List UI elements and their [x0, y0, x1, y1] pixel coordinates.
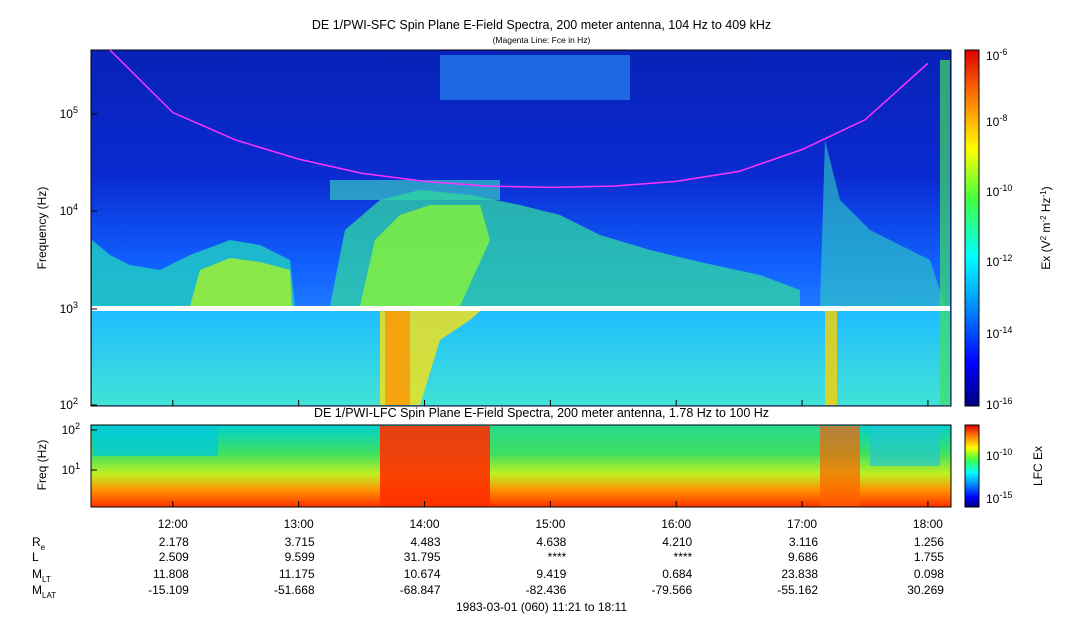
lfc-cbar-tick-label: 10-15 — [986, 490, 1012, 506]
sfc-y-axis: 102 103 104 105 Frequency (Hz) — [35, 105, 97, 412]
sfc-ytick-label: 102 — [60, 396, 78, 412]
lfc-colorbar: 10-10 10-15 LFC Ex — [964, 424, 1045, 508]
ephem-label-l: L — [32, 550, 39, 564]
lfc-chart-title: DE 1/PWI-LFC Spin Plane E-Field Spectra,… — [313, 406, 770, 420]
ephemeris-value: -82.436 — [526, 583, 567, 597]
ephemeris-value: 4.210 — [662, 535, 692, 549]
cbar-tick-label: 10-10 — [986, 183, 1012, 199]
ephemeris-value: 2.178 — [159, 535, 189, 549]
ephemeris-value: 9.686 — [788, 550, 818, 564]
sfc-chart-title: DE 1/PWI-SFC Spin Plane E-Field Spectra,… — [311, 18, 772, 32]
ephemeris-value: 0.684 — [662, 567, 692, 581]
x-tick-label: 14:00 — [409, 517, 439, 531]
ephemeris-value: -51.668 — [274, 583, 315, 597]
sfc-colorbar: 10-6 10-8 10-10 10-12 10-14 10-16 Ex (V2… — [964, 47, 1053, 412]
ephemeris-value: 9.599 — [285, 550, 315, 564]
cbar-tick-label: 10-14 — [986, 325, 1012, 341]
ephemeris-value: 2.509 — [159, 550, 189, 564]
ephemeris-value: 3.116 — [789, 535, 818, 549]
ephem-label-mlt: MLT — [32, 567, 51, 584]
cbar-label: Ex (V2 m-2 Hz-1) — [1039, 186, 1053, 269]
ephemeris-value: -79.566 — [652, 583, 693, 597]
ephemeris-table: 2.178 3.715 4.483 4.638 4.210 3.116 1.256 2.509… — [148, 535, 944, 597]
ephemeris-value: -15.109 — [148, 583, 189, 597]
ephemeris-value: 4.483 — [410, 535, 440, 549]
ephemeris-value: 11.808 — [153, 567, 189, 581]
ephemeris-value: 23.838 — [781, 567, 818, 581]
sfc-chart-subtitle: (Magenta Line: Fce in Hz) — [492, 35, 591, 45]
cbar-tick-label: 10-8 — [986, 113, 1007, 129]
cbar-tick-label: 10-16 — [986, 396, 1012, 412]
x-tick-label: 18:00 — [913, 517, 943, 531]
ephemeris-value: 0.098 — [914, 567, 944, 581]
sfc-data-gap — [92, 306, 950, 311]
lfc-y-axis: 101 102 Freq (Hz) — [35, 421, 97, 490]
sfc-ytick-label: 105 — [60, 105, 78, 121]
sfc-spectrogram — [90, 49, 952, 407]
x-tick-label: 15:00 — [535, 517, 565, 531]
x-tick-label: 13:00 — [284, 517, 314, 531]
lfc-ytick-label: 102 — [62, 421, 80, 437]
ephemeris-value: 30.269 — [907, 583, 944, 597]
lfc-ytick-label: 101 — [62, 461, 80, 477]
x-tick-label: 12:00 — [158, 517, 188, 531]
ephem-label-mlat: MLAT — [32, 583, 56, 600]
lfc-cbar-tick-label: 10-10 — [986, 447, 1012, 463]
time-range-footer: 1983-03-01 (060) 11:21 to 18:11 — [455, 600, 628, 614]
lfc-spectrogram — [90, 424, 952, 508]
ephemeris-value: 4.638 — [536, 535, 566, 549]
ephemeris-value: 9.419 — [536, 567, 566, 581]
ephemeris-value: 31.795 — [404, 550, 441, 564]
sfc-ytick-label: 103 — [60, 300, 78, 316]
sfc-ytick-label: 104 — [60, 202, 78, 218]
cbar-tick-label: 10-12 — [986, 253, 1012, 269]
x-tick-label: 16:00 — [661, 517, 691, 531]
x-tick-label: 17:00 — [787, 517, 817, 531]
ephemeris-value: **** — [674, 550, 693, 564]
ephemeris-value: -55.162 — [777, 583, 818, 597]
ephemeris-value: 10.674 — [404, 567, 441, 581]
lfc-y-axis-label: Freq (Hz) — [35, 440, 49, 491]
ephemeris-value: 11.175 — [279, 567, 315, 581]
ephemeris-value: 1.256 — [914, 535, 944, 549]
ephemeris-value: **** — [548, 550, 567, 564]
cbar-tick-label: 10-6 — [986, 47, 1007, 63]
fce-line — [109, 49, 929, 189]
ephemeris-labels: Re L MLT MLAT — [32, 535, 56, 600]
sfc-y-axis-label: Frequency (Hz) — [35, 187, 49, 270]
x-axis: 12:00 13:00 14:00 15:00 16:00 17:00 18:00 — [158, 400, 943, 531]
ephemeris-value: 3.715 — [285, 535, 315, 549]
ephemeris-value: 1.755 — [914, 550, 944, 564]
ephemeris-value: -68.847 — [400, 583, 441, 597]
lfc-cbar-label: LFC Ex — [1031, 446, 1045, 486]
